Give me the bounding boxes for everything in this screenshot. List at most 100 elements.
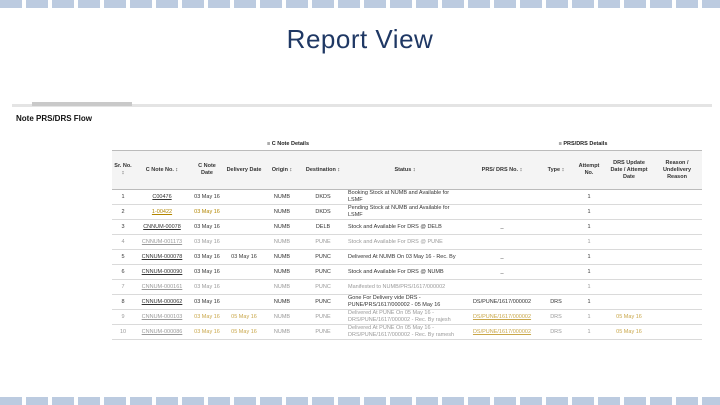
cell-prs-drs-no (464, 204, 540, 220)
cell-cnote-no[interactable]: CNNUM-000086 (134, 324, 190, 340)
cnote-details-label: C Note Details (271, 141, 310, 147)
cell-attempt-no: 1 (572, 204, 606, 220)
cell-cnote-date: 03 May 16 (190, 324, 224, 340)
col-reason[interactable]: Reason / Undelivery Reason (652, 150, 703, 190)
cell-origin: NUMB (264, 249, 300, 265)
cell-type (540, 189, 572, 205)
cell-origin: NUMB (264, 294, 300, 310)
cell-prs-drs-no: DS/PUNE/1617/000002 (464, 294, 540, 310)
cnote-details-group: ≡ C Note Details (112, 138, 464, 151)
cell-cnote-no[interactable]: CNNUM-000103 (134, 309, 190, 325)
cell-origin: NUMB (264, 234, 300, 250)
cell-delivery-date (224, 189, 264, 205)
cell-cnote-no[interactable]: CNNUM-000161 (134, 279, 190, 295)
cell-sr-no: 8 (112, 294, 134, 310)
cell-status: Booking Stock at NUMB and Available for … (346, 189, 464, 205)
cell-status: Manifested to NUMB/PRS/1617/000002 (346, 279, 464, 295)
cell-type (540, 219, 572, 235)
cell-status: Delivered At NUMB On 03 May 16 - Rec. By (346, 249, 464, 265)
cell-destination: PUNC (300, 279, 346, 295)
col-status[interactable]: Status ↕ (346, 150, 464, 190)
prs-details-group: ≡ PRS/DRS Details (464, 138, 703, 151)
col-destination[interactable]: Destination ↕ (300, 150, 346, 190)
cell-cnote-no[interactable]: 1-00422 (134, 204, 190, 220)
cell-status: Delivered At PUNE On 05 May 16 - DRS/PUN… (346, 309, 464, 325)
col-cnote-no[interactable]: C Note No. ↕ (134, 150, 190, 190)
table-row[interactable]: 3 CNNUM-00078 03 May 16 NUMB DELB Stock and A… (112, 219, 703, 235)
cell-sr-no: 3 (112, 219, 134, 235)
cell-delivery-date (224, 219, 264, 235)
slide-title: Report View (286, 24, 434, 54)
prs-details-label: PRS/DRS Details (563, 141, 608, 147)
cell-delivery-date: 03 May 16 (224, 249, 264, 265)
cell-prs-drs-no: _ (464, 249, 540, 265)
cell-cnote-no[interactable]: CNNUM-000078 (134, 249, 190, 265)
cell-destination: PUNE (300, 309, 346, 325)
col-sr-no[interactable]: Sr. No. ↕ (112, 150, 134, 190)
cell-attempt-no: 1 (572, 324, 606, 340)
cell-prs-drs-no: DS/PUNE/1617/000002 (464, 324, 540, 340)
bottom-stripe (0, 397, 720, 405)
cell-origin: NUMB (264, 189, 300, 205)
cell-origin: NUMB (264, 309, 300, 325)
table-row[interactable]: 9 CNNUM-000103 03 May 16 05 May 16 NUMB PUNE D… (112, 309, 703, 325)
cell-cnote-no[interactable]: CNNUM-00078 (134, 219, 190, 235)
cell-cnote-date: 03 May 16 (190, 249, 224, 265)
cell-cnote-no[interactable]: CNNUM-000090 (134, 264, 190, 280)
cell-cnote-date: 03 May 16 (190, 294, 224, 310)
cell-update-date (606, 234, 652, 250)
table-row[interactable]: 5 CNNUM-000078 03 May 16 03 May 16 NUMB PUNC D… (112, 249, 703, 265)
cell-delivery-date (224, 279, 264, 295)
cell-sr-no: 10 (112, 324, 134, 340)
cell-cnote-date: 03 May 16 (190, 309, 224, 325)
column-header-row: Sr. No. ↕ C Note No. ↕ C Note Date Deliv… (112, 150, 703, 190)
cell-origin: NUMB (264, 219, 300, 235)
cell-sr-no: 4 (112, 234, 134, 250)
cell-type (540, 234, 572, 250)
col-prs-drs-no[interactable]: PRS/ DRS No. ↕ (464, 150, 540, 190)
col-delivery-date[interactable]: Delivery Date (224, 150, 264, 190)
col-cnote-date[interactable]: C Note Date (190, 150, 224, 190)
table-row[interactable]: 4 CNNUM-001173 03 May 16 NUMB PUNE Stock and … (112, 234, 703, 250)
cell-sr-no: 7 (112, 279, 134, 295)
table-row[interactable]: 2 1-00422 03 May 16 NUMB DKDS Pending Stock a… (112, 204, 703, 220)
cell-reason (652, 204, 703, 220)
cell-delivery-date (224, 204, 264, 220)
cell-destination: DKDS (300, 189, 346, 205)
cell-attempt-no: 1 (572, 189, 606, 205)
cell-cnote-no[interactable]: CNNUM-000062 (134, 294, 190, 310)
report-table: ≡ C Note Details ≡ PRS/DRS Details Sr. N… (112, 138, 703, 340)
table-row[interactable]: 10 CNNUM-000086 03 May 16 05 May 16 NUMB PUNE… (112, 324, 703, 340)
cell-attempt-no: 1 (572, 294, 606, 310)
cell-destination: DELB (300, 219, 346, 235)
cell-cnote-no[interactable]: CNNUM-001173 (134, 234, 190, 250)
cell-attempt-no: 1 (572, 219, 606, 235)
table-row[interactable]: 6 CNNUM-000090 03 May 16 NUMB PUNC Stock and … (112, 264, 703, 280)
table-row[interactable]: 7 CNNUM-000161 03 May 16 NUMB PUNC Manifested… (112, 279, 703, 295)
col-origin[interactable]: Origin ↕ (264, 150, 300, 190)
cell-type: DRS (540, 324, 572, 340)
cell-origin: NUMB (264, 204, 300, 220)
cell-sr-no: 2 (112, 204, 134, 220)
cell-cnote-date: 03 May 16 (190, 189, 224, 205)
cell-update-date (606, 189, 652, 205)
table-row[interactable]: 1 C00476 03 May 16 NUMB DKDS Booking Stock at… (112, 189, 703, 205)
cell-delivery-date (224, 294, 264, 310)
col-attempt-no[interactable]: Attempt No. (572, 150, 606, 190)
table-row[interactable]: 8 CNNUM-000062 03 May 16 NUMB PUNC Gone For D… (112, 294, 703, 310)
active-tab[interactable] (32, 102, 132, 106)
cell-type: DRS (540, 309, 572, 325)
cell-delivery-date (224, 264, 264, 280)
cell-reason (652, 324, 703, 340)
cell-sr-no: 1 (112, 189, 134, 205)
table-body: 1 C00476 03 May 16 NUMB DKDS Booking Stock at… (112, 189, 703, 340)
col-drs-update-date[interactable]: DRS Update Date / Attempt Date (606, 150, 652, 190)
cell-update-date (606, 249, 652, 265)
cell-cnote-no[interactable]: C00476 (134, 189, 190, 205)
cell-delivery-date: 05 May 16 (224, 324, 264, 340)
group-header-row: ≡ C Note Details ≡ PRS/DRS Details (112, 138, 703, 151)
cell-sr-no: 9 (112, 309, 134, 325)
cell-type (540, 249, 572, 265)
cell-destination: PUNE (300, 324, 346, 340)
col-type[interactable]: Type ↕ (540, 150, 572, 190)
